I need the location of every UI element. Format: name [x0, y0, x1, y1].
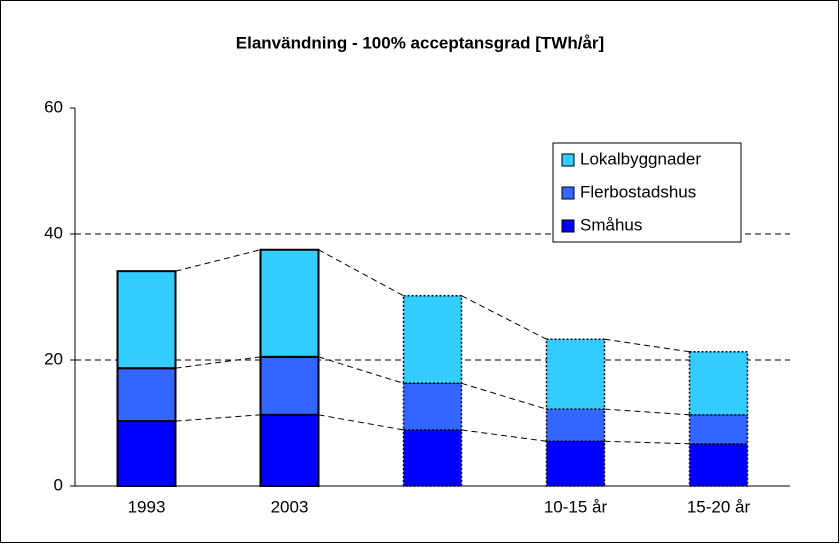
bar-segment	[688, 443, 749, 487]
bar-segment	[545, 338, 606, 410]
legend-swatch	[561, 153, 575, 167]
series-line	[461, 295, 547, 340]
chart-title: Elanvändning - 100% acceptansgrad [TWh/å…	[236, 33, 604, 52]
bar-segment	[259, 355, 320, 416]
bar-segment	[116, 367, 177, 423]
legend-swatch	[561, 186, 575, 200]
bar-segment	[688, 351, 749, 416]
bar-segment	[402, 294, 463, 385]
bar-segment	[116, 420, 177, 487]
legend-swatch	[561, 219, 575, 233]
y-tick-label: 40	[44, 223, 63, 242]
x-tick-label: 1993	[128, 497, 166, 516]
legend-label: Lokalbyggnader	[580, 149, 701, 168]
x-tick-label: 10-15 år	[544, 497, 608, 516]
x-tick-label: 15-20 år	[687, 497, 751, 516]
series-line	[175, 356, 261, 369]
bar-segment	[116, 270, 177, 370]
bar-segment	[688, 414, 749, 445]
series-line	[175, 249, 261, 272]
bar-segment	[259, 413, 320, 487]
series-line	[604, 440, 690, 445]
bar-segment	[545, 440, 606, 487]
bar-segment	[259, 248, 320, 358]
series-line	[175, 414, 261, 422]
series-line	[318, 249, 404, 297]
bar-segment	[402, 429, 463, 487]
series-line	[461, 382, 547, 410]
legend-box	[552, 142, 742, 243]
series-line	[318, 414, 404, 431]
x-tick-label: 2003	[271, 497, 309, 516]
y-tick-label: 0	[54, 475, 63, 494]
y-tick-label: 60	[44, 97, 63, 116]
series-line	[461, 429, 547, 442]
legend-label: Flerbostadshus	[580, 182, 696, 201]
y-tick-label: 20	[44, 349, 63, 368]
series-line	[318, 356, 404, 384]
series-line	[604, 338, 690, 353]
bar-segment	[545, 408, 606, 443]
series-line	[604, 408, 690, 416]
legend-label: Småhus	[580, 215, 642, 234]
bar-segment	[402, 382, 463, 431]
